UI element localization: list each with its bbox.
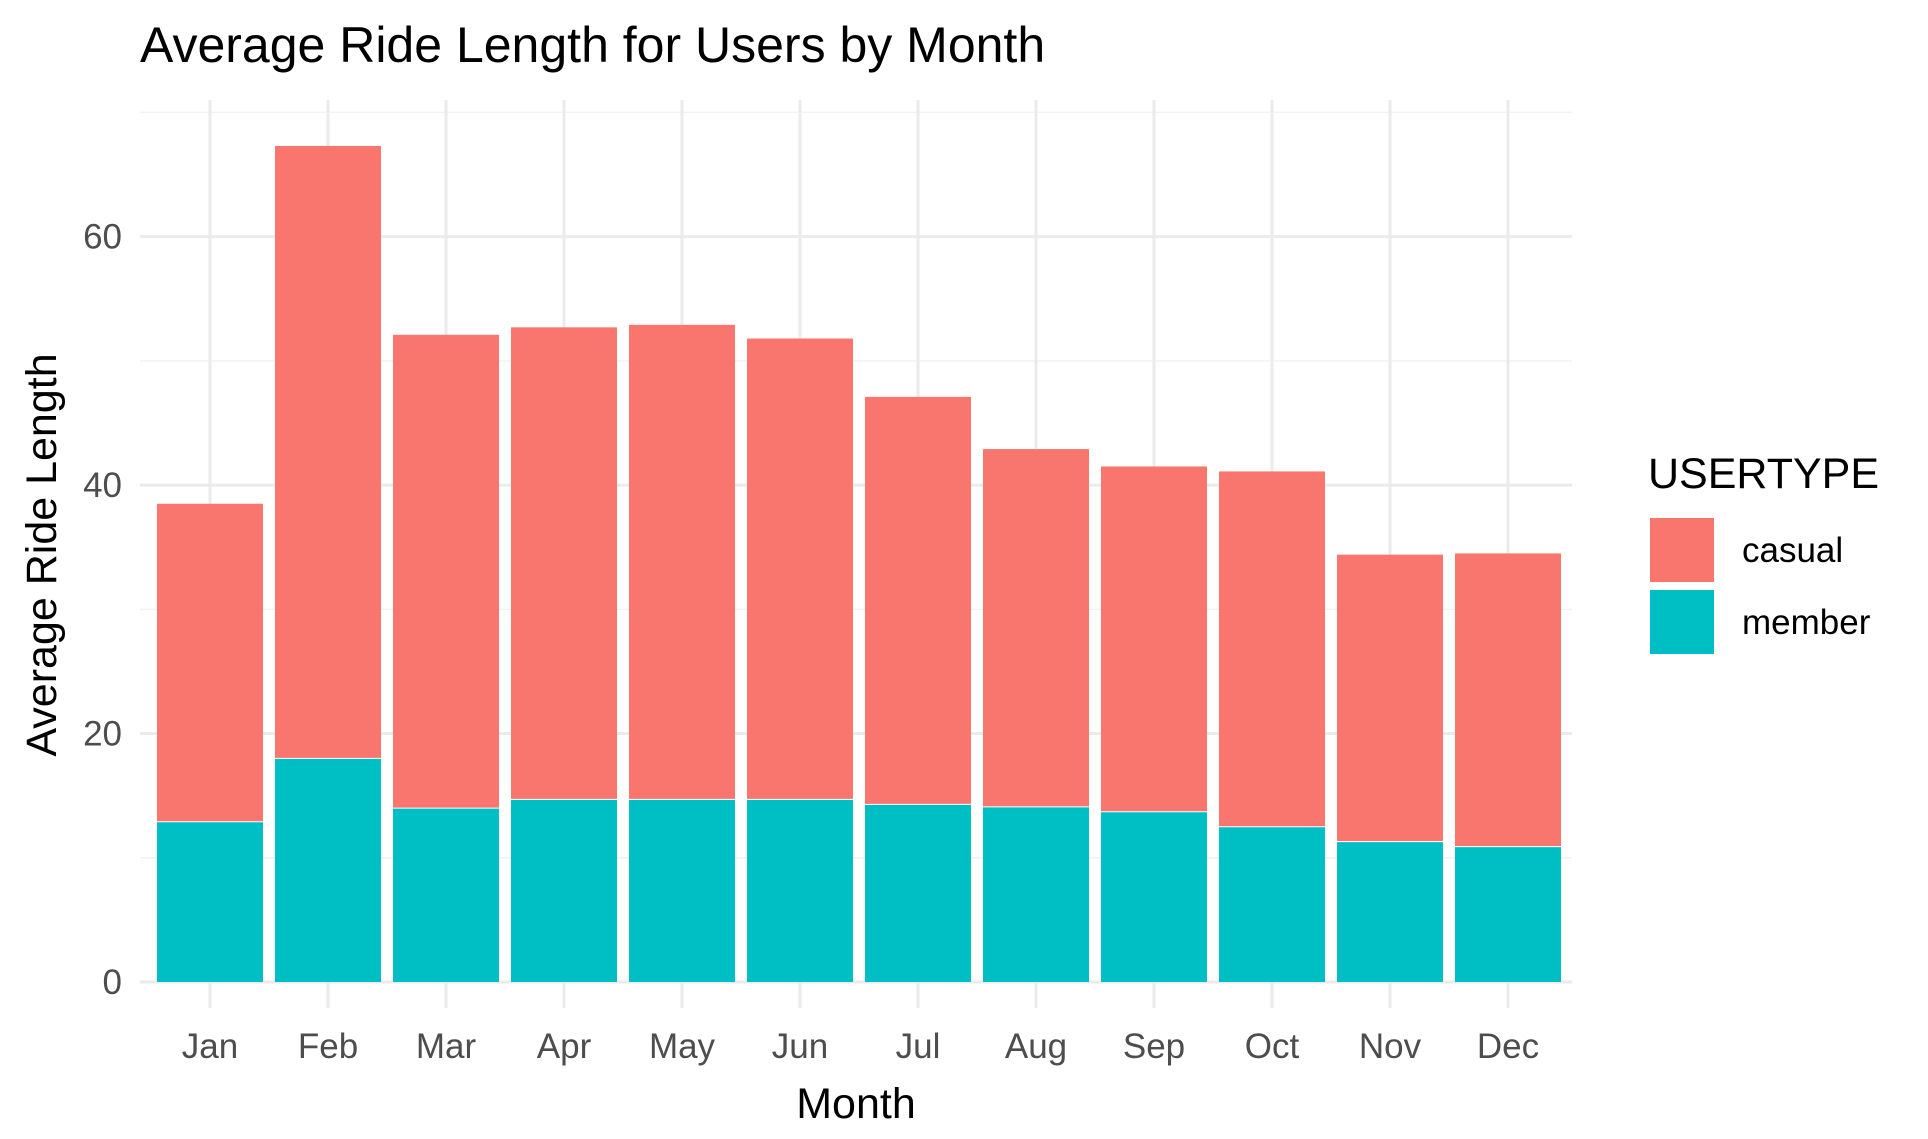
x-tick-label: Feb bbox=[298, 1027, 358, 1066]
legend-label-casual: casual bbox=[1742, 531, 1843, 570]
bar-member-sep bbox=[1101, 811, 1207, 982]
bars bbox=[157, 145, 1561, 982]
y-tick-label: 0 bbox=[103, 963, 122, 1002]
x-tick-label: Mar bbox=[416, 1027, 477, 1066]
bar-casual-aug bbox=[983, 449, 1089, 807]
bar-member-may bbox=[629, 799, 735, 982]
bar-member-nov bbox=[1337, 841, 1443, 982]
bar-casual-oct bbox=[1219, 471, 1325, 827]
bar-member-mar bbox=[393, 808, 499, 982]
bar-member-dec bbox=[1455, 846, 1561, 982]
bar-casual-apr bbox=[511, 327, 617, 800]
legend-items: casual member bbox=[1650, 518, 1871, 654]
legend-label-member: member bbox=[1742, 603, 1871, 642]
bar-member-aug bbox=[983, 806, 1089, 982]
chart-title: Average Ride Length for Users by Month bbox=[140, 17, 1045, 73]
x-tick-label: Jan bbox=[182, 1027, 238, 1066]
y-tick-label: 40 bbox=[83, 466, 122, 505]
legend-key-member bbox=[1650, 590, 1714, 654]
bar-casual-sep bbox=[1101, 466, 1207, 812]
bar-casual-feb bbox=[275, 145, 381, 759]
bar-member-jul bbox=[865, 804, 971, 982]
x-tick-label: Sep bbox=[1123, 1027, 1185, 1066]
bar-member-feb bbox=[275, 758, 381, 982]
bar-casual-nov bbox=[1337, 554, 1443, 842]
x-tick-label: Oct bbox=[1245, 1027, 1300, 1066]
x-tick-label: Jul bbox=[896, 1027, 941, 1066]
bar-casual-dec bbox=[1455, 553, 1561, 847]
bar-member-jun bbox=[747, 799, 853, 982]
x-tick-label: Nov bbox=[1359, 1027, 1422, 1066]
x-tick-label: Dec bbox=[1477, 1027, 1539, 1066]
bar-casual-jun bbox=[747, 338, 853, 800]
legend-title: USERTYPE bbox=[1648, 450, 1879, 498]
axes: 0 20 40 60 Jan Feb Mar Apr May Jun Jul Aug Sep Oct Nov… bbox=[83, 218, 1539, 1066]
bar-casual-jul bbox=[865, 396, 971, 805]
x-tick-label: Apr bbox=[537, 1027, 592, 1066]
x-tick-label: May bbox=[649, 1027, 716, 1066]
bar-member-apr bbox=[511, 799, 617, 982]
legend-key-casual bbox=[1650, 518, 1714, 582]
x-tick-label: Jun bbox=[772, 1027, 828, 1066]
legend: USERTYPE casual member bbox=[1648, 450, 1879, 654]
y-tick-label: 20 bbox=[83, 715, 122, 754]
bar-member-oct bbox=[1219, 826, 1325, 982]
x-tick-label: Aug bbox=[1005, 1027, 1067, 1066]
bar-casual-may bbox=[629, 324, 735, 800]
bar-member-jan bbox=[157, 821, 263, 982]
bar-casual-jan bbox=[157, 503, 263, 822]
y-tick-label: 60 bbox=[83, 218, 122, 257]
x-axis-title: Month bbox=[796, 1080, 916, 1128]
y-axis-title: Average Ride Length bbox=[18, 353, 66, 756]
bar-casual-mar bbox=[393, 334, 499, 809]
